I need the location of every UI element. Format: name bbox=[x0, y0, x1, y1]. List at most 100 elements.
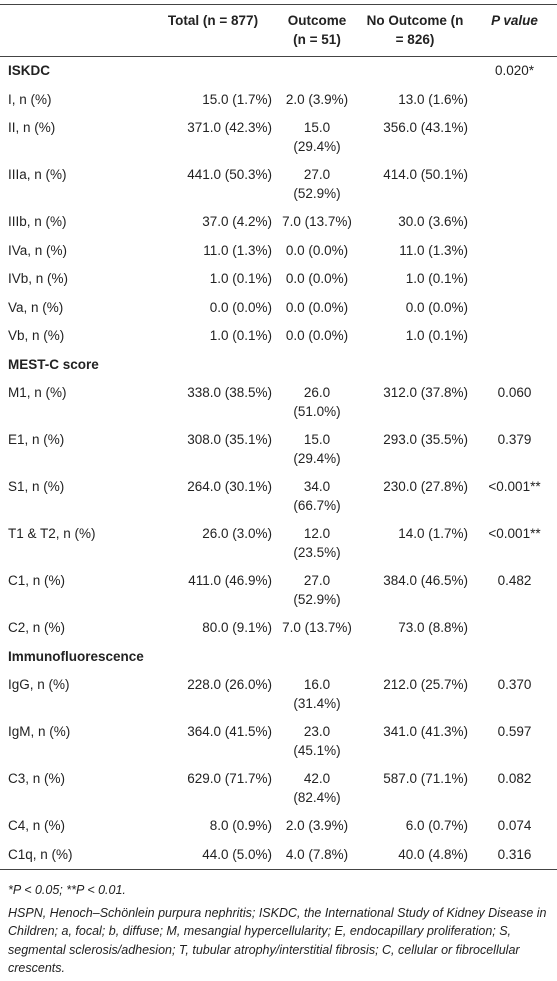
cell: 264.0 (30.1%) bbox=[187, 479, 272, 494]
cell: 0.082 bbox=[497, 771, 532, 786]
column-header: Total (n = 877) bbox=[150, 4, 276, 57]
cell: 293.0 (35.5%) bbox=[383, 432, 468, 447]
cell: 629.0 (71.7%) bbox=[187, 771, 272, 786]
data-row: IgM, n (%) 364.0 (41.5%) 23.0 (45.1%) 341.0… bbox=[0, 718, 557, 765]
cell: 4.0 (7.8%) bbox=[285, 846, 349, 862]
empty-cell bbox=[472, 614, 557, 643]
cell: 1.0 (0.1%) bbox=[405, 271, 468, 286]
cell: 13.0 (1.6%) bbox=[398, 91, 468, 107]
section-row: ISKDC 0.020* bbox=[0, 57, 557, 86]
empty-cell bbox=[472, 208, 557, 237]
row-label: II, n (%) bbox=[8, 120, 56, 135]
results-table: Total (n = 877) Outcome (n = 51) No Outcom… bbox=[0, 4, 557, 870]
cell: 44.0 (5.0%) bbox=[202, 846, 272, 862]
row-label: IgM, n (%) bbox=[8, 724, 71, 739]
section-row: Immunofluorescence bbox=[0, 643, 557, 672]
data-row: S1, n (%) 264.0 (30.1%) 34.0 (66.7%) 230.0 … bbox=[0, 473, 557, 520]
row-label: IgG, n (%) bbox=[8, 677, 70, 692]
header-row: Total (n = 877) Outcome (n = 51) No Outcom… bbox=[0, 4, 557, 57]
row-label: T1 & T2, n (%) bbox=[8, 526, 96, 541]
footnote: *P < 0.05; **P < 0.01. bbox=[8, 883, 126, 897]
cell: 0.0 (0.0%) bbox=[285, 242, 349, 258]
data-row: Vb, n (%) 1.0 (0.1%) 0.0 (0.0%) 1.0 (0.1%) bbox=[0, 322, 557, 351]
data-row: IIIb, n (%) 37.0 (4.2%) 7.0 (13.7%) 30.0 (3… bbox=[0, 208, 557, 237]
cell: 212.0 (25.7%) bbox=[383, 677, 468, 692]
cell: 338.0 (38.5%) bbox=[187, 385, 272, 400]
cell: 0.074 bbox=[497, 818, 532, 833]
row-label: C3, n (%) bbox=[8, 771, 66, 786]
cell: 1.0 (0.1%) bbox=[405, 328, 468, 343]
cell: 27.0 (52.9%) bbox=[293, 573, 341, 607]
cell: 371.0 (42.3%) bbox=[187, 120, 272, 135]
row-label: IVb, n (%) bbox=[8, 271, 69, 286]
data-row: C3, n (%) 629.0 (71.7%) 42.0 (82.4%) 587.0 … bbox=[0, 765, 557, 812]
cell: 12.0 (23.5%) bbox=[293, 526, 341, 560]
cell: 11.0 (1.3%) bbox=[399, 242, 468, 258]
cell: 341.0 (41.3%) bbox=[383, 724, 468, 739]
cell: 0.0 (0.0%) bbox=[285, 328, 349, 343]
section-title: Immunofluorescence bbox=[8, 648, 144, 664]
cell: 1.0 (0.1%) bbox=[209, 328, 272, 343]
row-label: IIIb, n (%) bbox=[8, 214, 67, 229]
cell: 15.0 (29.4%) bbox=[293, 432, 341, 466]
cell: 27.0 (52.9%) bbox=[293, 167, 341, 201]
data-row: C2, n (%) 80.0 (9.1%) 7.0 (13.7%) 73.0 (8.8… bbox=[0, 614, 557, 643]
empty-cell bbox=[472, 265, 557, 294]
cell: 73.0 (8.8%) bbox=[398, 620, 468, 635]
data-row: E1, n (%) 308.0 (35.1%) 15.0 (29.4%) 293.0 … bbox=[0, 426, 557, 473]
cell: 0.597 bbox=[497, 724, 532, 739]
data-row: C1, n (%) 411.0 (46.9%) 27.0 (52.9%) 384.0 … bbox=[0, 567, 557, 614]
data-row: II, n (%) 371.0 (42.3%) 15.0 (29.4%) 356.0 … bbox=[0, 114, 557, 161]
data-row: T1 & T2, n (%) 26.0 (3.0%) 12.0 (23.5%) 14.… bbox=[0, 520, 557, 567]
header-blank bbox=[0, 4, 150, 57]
cell: 0.0 (0.0%) bbox=[285, 299, 349, 315]
row-label: Va, n (%) bbox=[8, 299, 64, 315]
empty-cell bbox=[472, 86, 557, 115]
data-row: IVb, n (%) 1.0 (0.1%) 0.0 (0.0%) 1.0 (0.1%) bbox=[0, 265, 557, 294]
p-value: 0.020* bbox=[494, 63, 535, 78]
row-label: S1, n (%) bbox=[8, 479, 65, 494]
cell: 228.0 (26.0%) bbox=[187, 677, 272, 692]
cell: <0.001** bbox=[488, 526, 541, 541]
cell: 7.0 (13.7%) bbox=[282, 214, 352, 229]
cell: 414.0 (50.1%) bbox=[383, 167, 468, 182]
data-row: C4, n (%) 8.0 (0.9%) 2.0 (3.9%) 6.0 (0.7%) 0… bbox=[0, 812, 557, 841]
data-row: I, n (%) 15.0 (1.7%) 2.0 (3.9%) 13.0 (1.6%) bbox=[0, 86, 557, 115]
row-label: E1, n (%) bbox=[8, 432, 65, 447]
data-row: IgG, n (%) 228.0 (26.0%) 16.0 (31.4%) 212.0… bbox=[0, 671, 557, 718]
empty-cell bbox=[472, 161, 557, 208]
cell: 0.060 bbox=[497, 385, 532, 400]
section-title: ISKDC bbox=[8, 63, 51, 78]
cell: 0.0 (0.0%) bbox=[209, 299, 272, 315]
cell: 40.0 (4.8%) bbox=[398, 846, 468, 862]
cell: 23.0 (45.1%) bbox=[293, 724, 341, 758]
row-label: C2, n (%) bbox=[8, 620, 66, 635]
cell: 2.0 (3.9%) bbox=[285, 818, 349, 833]
empty-cell bbox=[472, 351, 557, 380]
cell: 26.0 (51.0%) bbox=[293, 385, 341, 419]
empty-cell bbox=[472, 114, 557, 161]
cell: 312.0 (37.8%) bbox=[383, 385, 468, 400]
row-label: Vb, n (%) bbox=[8, 328, 65, 343]
cell: 8.0 (0.9%) bbox=[209, 818, 272, 833]
section-title: MEST-C score bbox=[8, 356, 99, 372]
cell: 1.0 (0.1%) bbox=[209, 271, 272, 286]
cell: 230.0 (27.8%) bbox=[383, 479, 468, 494]
row-label: IIIa, n (%) bbox=[8, 167, 67, 182]
footnotes: *P < 0.05; **P < 0.01. HSPN, Henoch–Schön… bbox=[0, 870, 557, 978]
row-label: M1, n (%) bbox=[8, 385, 67, 400]
row-label: I, n (%) bbox=[8, 91, 52, 107]
cell: 15.0 (29.4%) bbox=[293, 120, 341, 154]
cell: 411.0 (46.9%) bbox=[188, 573, 272, 588]
cell: 42.0 (82.4%) bbox=[293, 771, 341, 805]
empty-cell bbox=[472, 294, 557, 323]
cell: 14.0 (1.7%) bbox=[398, 526, 468, 541]
cell: 441.0 (50.3%) bbox=[187, 167, 272, 182]
column-header: Outcome (n = 51) bbox=[276, 4, 358, 57]
column-header: No Outcome (n = 826) bbox=[358, 4, 472, 57]
cell: 384.0 (46.5%) bbox=[383, 573, 468, 588]
cell: 587.0 (71.1%) bbox=[383, 771, 468, 786]
empty-cell bbox=[472, 237, 557, 266]
cell: 11.0 (1.3%) bbox=[203, 242, 272, 258]
